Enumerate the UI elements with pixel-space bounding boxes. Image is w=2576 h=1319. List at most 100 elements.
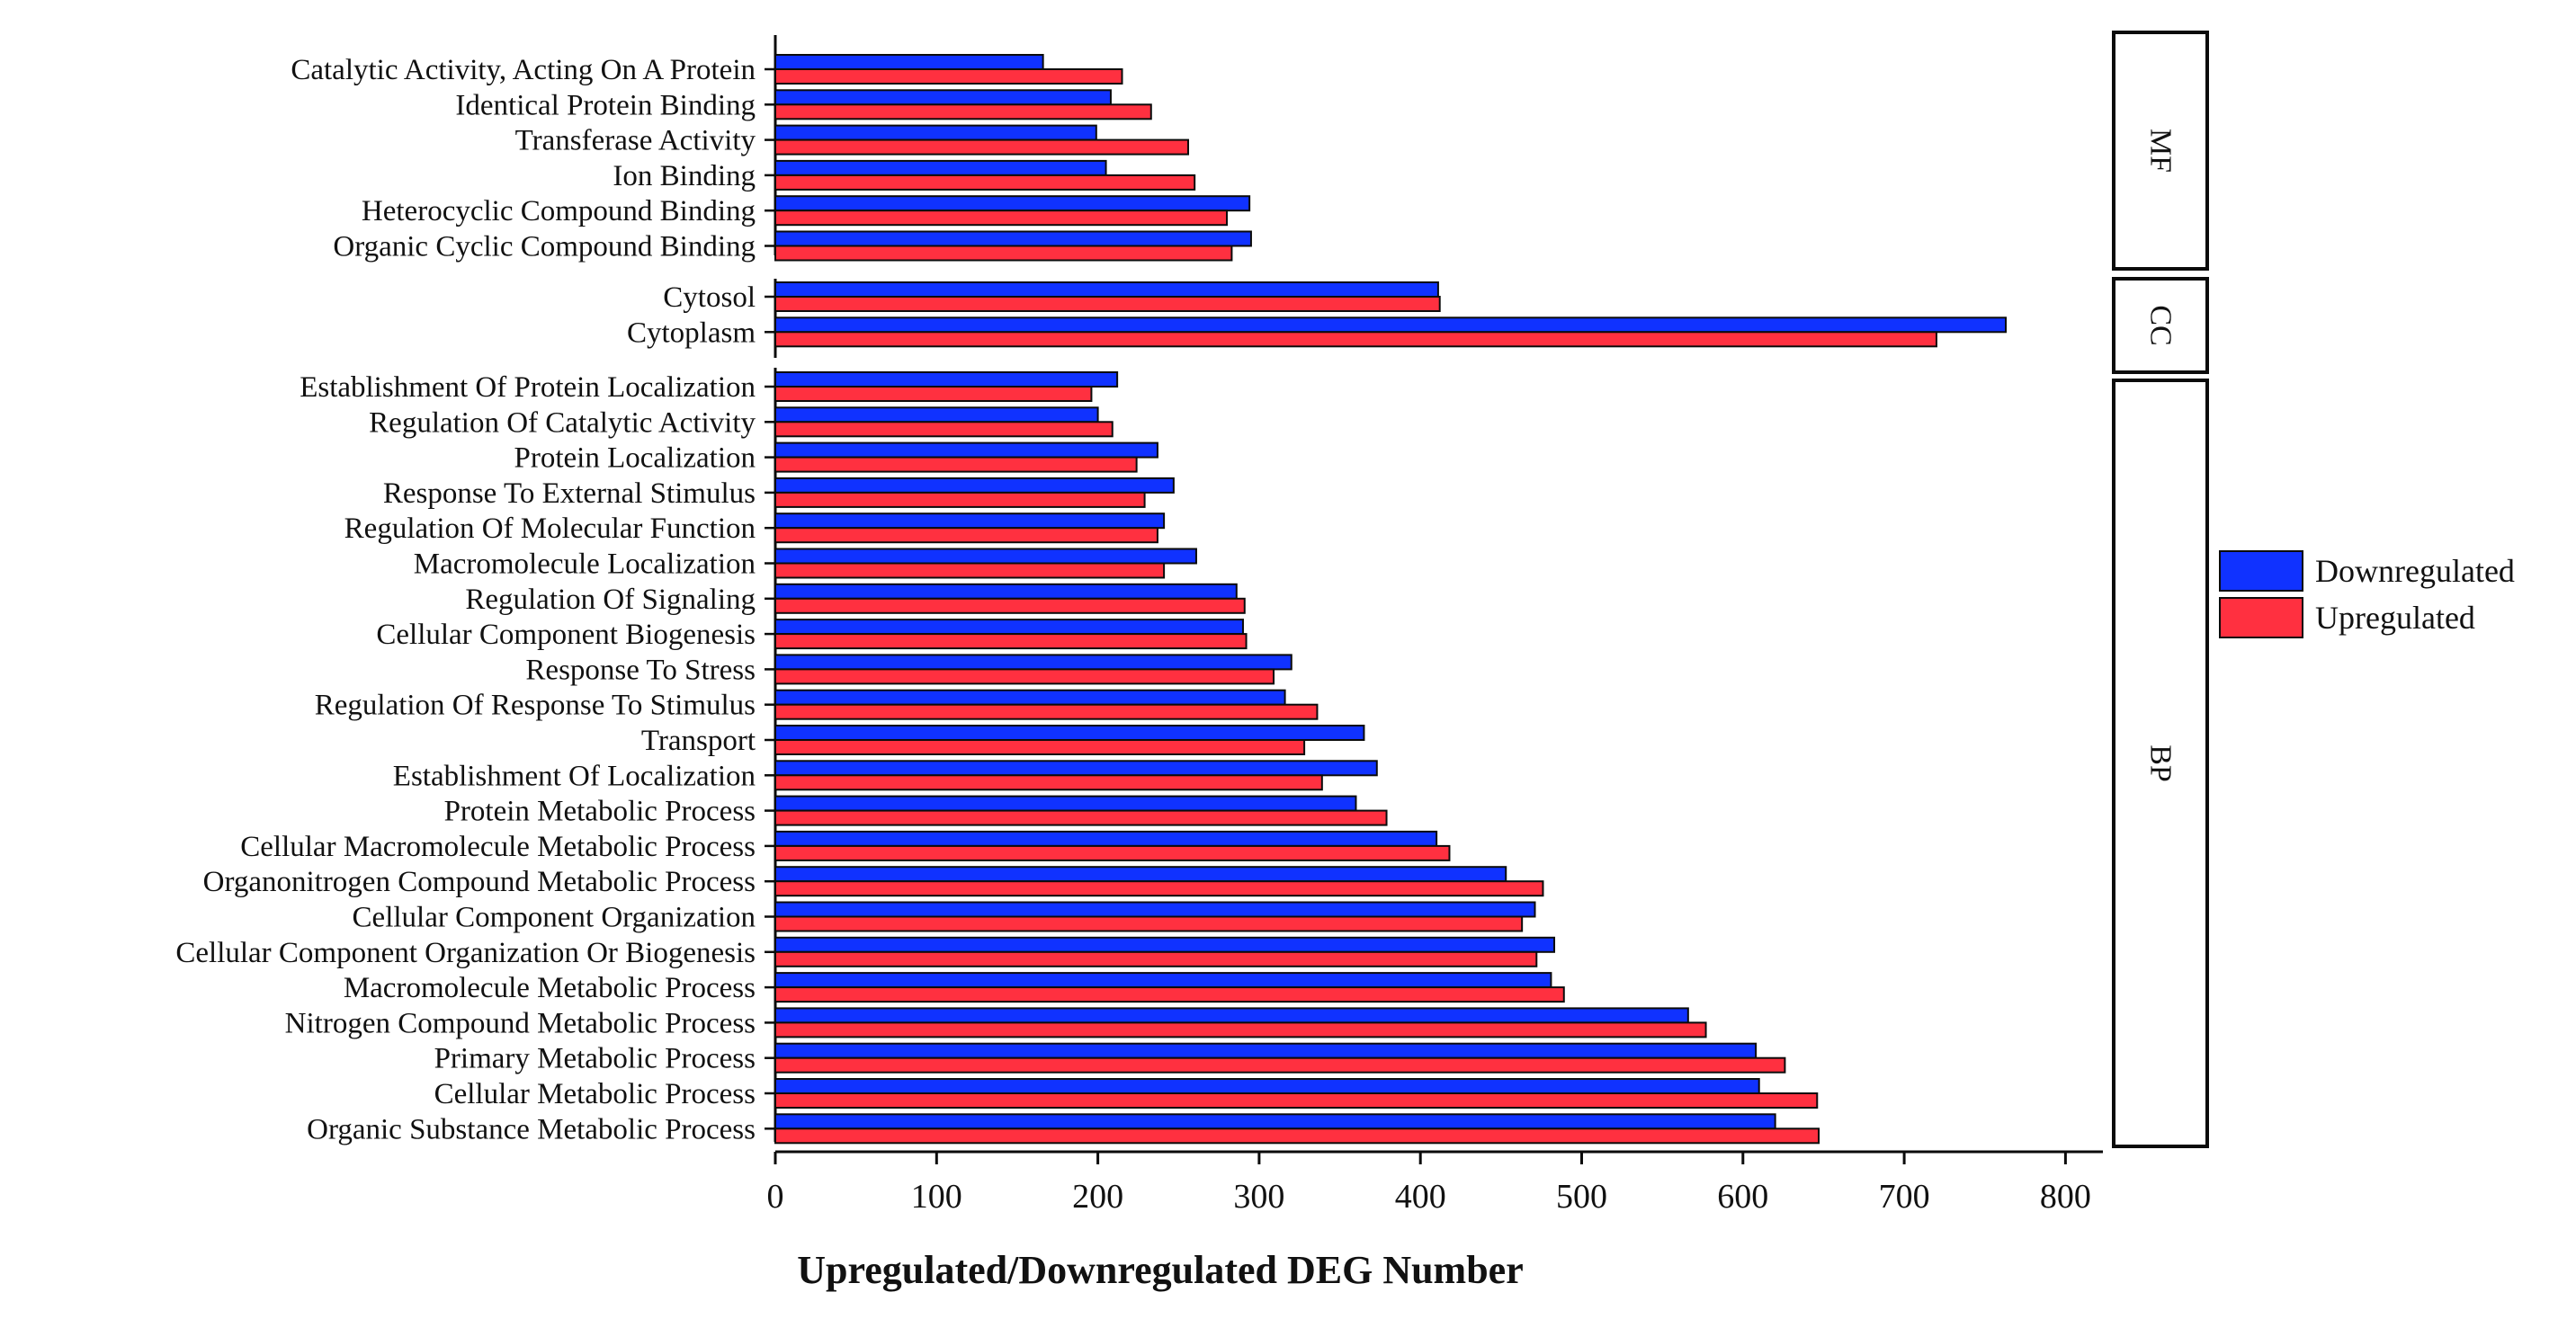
facet-label: MF xyxy=(2144,129,2178,173)
category-label: Cytoplasm xyxy=(627,316,756,349)
bar-downregulated xyxy=(774,866,1507,883)
category-label: Identical Protein Binding xyxy=(455,89,756,121)
category-label: Cellular Component Organization Or Bioge… xyxy=(175,937,756,969)
bar-upregulated xyxy=(774,809,1388,826)
bar-downregulated xyxy=(774,654,1292,671)
category-label: Ion Binding xyxy=(613,160,756,192)
facet-strips: MF CC BP xyxy=(2112,31,2209,1148)
category-label: Protein Metabolic Process xyxy=(444,796,756,828)
bar-upregulated xyxy=(774,915,1524,932)
bar-upregulated xyxy=(774,138,1190,156)
facet-strip-bp xyxy=(2112,379,2209,1148)
bar-downregulated xyxy=(774,512,1166,530)
bar-upregulated xyxy=(774,103,1152,120)
x-tick-label: 700 xyxy=(1879,1178,1930,1216)
category-label: Response To External Stimulus xyxy=(383,477,756,510)
bar-upregulated xyxy=(774,950,1538,967)
legend-label-upregulated: Upregulated xyxy=(2315,600,2475,636)
category-label: Regulation Of Catalytic Activity xyxy=(369,406,756,439)
bar-downregulated xyxy=(774,406,1099,423)
bar-downregulated xyxy=(774,89,1112,106)
bars-layer xyxy=(774,35,2008,1145)
bar-upregulated xyxy=(774,245,1233,262)
category-label: Heterocyclic Compound Binding xyxy=(362,195,756,227)
legend-swatch-downregulated xyxy=(2219,550,2303,592)
category-label: Establishment Of Localization xyxy=(393,760,756,792)
category-label: Macromolecule Localization xyxy=(414,548,756,581)
bar-downregulated xyxy=(774,477,1175,494)
x-tick-label: 400 xyxy=(1395,1178,1446,1216)
bar-upregulated xyxy=(774,1056,1786,1074)
bar-upregulated xyxy=(774,986,1565,1003)
bar-upregulated xyxy=(774,844,1451,861)
bar-downregulated xyxy=(774,1078,1760,1094)
bar-downregulated xyxy=(774,441,1158,459)
bar-upregulated xyxy=(774,633,1248,650)
bar-downregulated xyxy=(774,1042,1758,1059)
bar-upregulated xyxy=(774,703,1319,720)
bar-downregulated xyxy=(774,830,1438,847)
category-label: Catalytic Activity, Acting On A Protein xyxy=(291,54,756,86)
x-tick-label: 300 xyxy=(1233,1178,1284,1216)
bar-downregulated xyxy=(774,689,1286,706)
bar-upregulated xyxy=(774,1092,1819,1109)
bar-downregulated xyxy=(774,936,1556,953)
category-label: Cellular Metabolic Process xyxy=(434,1078,756,1110)
bar-upregulated xyxy=(774,527,1158,544)
legend-swatch-upregulated xyxy=(2219,597,2303,638)
bar-upregulated xyxy=(774,880,1544,897)
x-tick-label: 600 xyxy=(1717,1178,1768,1216)
category-label: Regulation Of Response To Stimulus xyxy=(315,690,756,722)
facet-strip-cc xyxy=(2112,277,2209,374)
bar-downregulated xyxy=(774,901,1536,918)
bar-upregulated xyxy=(774,331,1937,348)
bar-upregulated xyxy=(774,209,1229,227)
bar-downregulated xyxy=(774,54,1044,70)
category-label: Transport xyxy=(641,725,756,757)
bar-upregulated xyxy=(774,668,1275,685)
category-label: Response To Stress xyxy=(525,654,756,686)
bar-downregulated xyxy=(774,159,1107,176)
category-label: Regulation Of Molecular Function xyxy=(344,512,756,545)
category-label: Organic Substance Metabolic Process xyxy=(307,1113,756,1145)
x-axis-title: Upregulated/Downregulated DEG Number xyxy=(797,1248,1524,1292)
category-label: Cellular Component Organization xyxy=(353,902,756,934)
x-tick-label: 500 xyxy=(1556,1178,1607,1216)
bar-downregulated xyxy=(774,124,1097,141)
category-labels: Catalytic Activity, Acting On A ProteinI… xyxy=(175,54,775,1145)
category-label: Cellular Macromolecule Metabolic Process xyxy=(240,831,756,863)
bar-upregulated xyxy=(774,174,1196,191)
bar-downregulated xyxy=(774,583,1238,600)
category-label: Transferase Activity xyxy=(515,125,756,157)
bar-downregulated xyxy=(774,760,1378,777)
category-label: Organonitrogen Compound Metabolic Proces… xyxy=(203,866,756,898)
bar-downregulated xyxy=(774,195,1251,212)
bar-downregulated xyxy=(774,795,1357,812)
bar-upregulated xyxy=(774,491,1146,508)
bar-downregulated xyxy=(774,230,1252,247)
bar-upregulated xyxy=(774,562,1166,579)
category-label: Protein Localization xyxy=(514,442,756,475)
bar-upregulated xyxy=(774,296,1441,312)
category-label: Cytosol xyxy=(663,281,756,314)
bar-upregulated xyxy=(774,421,1114,438)
bar-upregulated xyxy=(774,456,1138,473)
bar-downregulated xyxy=(774,1007,1689,1024)
legend-label-downregulated: Downregulated xyxy=(2315,553,2515,589)
x-tick-label: 800 xyxy=(2040,1178,2091,1216)
x-tick-label: 100 xyxy=(911,1178,962,1216)
category-label: Organic Cyclic Compound Binding xyxy=(333,231,756,263)
bar-downregulated xyxy=(774,725,1365,741)
legend: Downregulated Upregulated xyxy=(2219,550,2515,638)
bar-upregulated xyxy=(774,739,1306,755)
bar-upregulated xyxy=(774,1021,1707,1038)
bar-downregulated xyxy=(774,548,1197,565)
category-label: Establishment Of Protein Localization xyxy=(300,371,756,404)
bar-upregulated xyxy=(774,1127,1820,1145)
bar-upregulated xyxy=(774,386,1093,402)
x-tick-label: 200 xyxy=(1072,1178,1123,1216)
facet-label: CC xyxy=(2144,305,2178,345)
category-label: Nitrogen Compound Metabolic Process xyxy=(285,1007,756,1039)
category-label: Regulation Of Signaling xyxy=(465,584,756,616)
